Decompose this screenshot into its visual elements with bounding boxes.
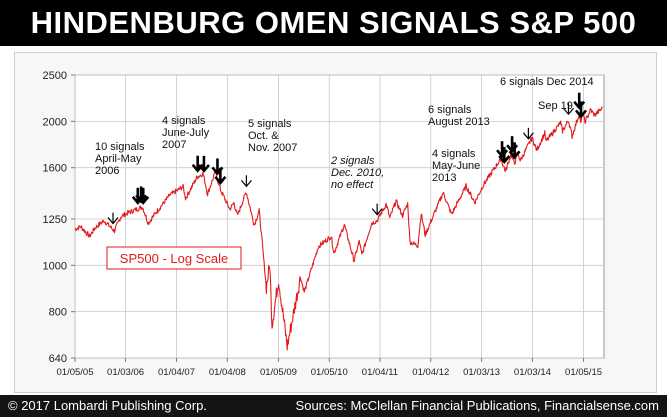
- legend-box: SP500 - Log Scale: [106, 246, 242, 270]
- annotation-text: Sep 19: [538, 100, 573, 112]
- signal-arrow-head: [371, 208, 383, 216]
- legend: SP500 - Log Scale: [106, 246, 242, 270]
- chart-title: HINDENBURG OMEN SIGNALS S&P 500: [30, 5, 637, 40]
- signal-arrow: [371, 203, 383, 216]
- signal-arrow-head: [563, 107, 574, 116]
- y-tick-label: 1250: [43, 214, 67, 226]
- signal-arrow: [240, 175, 252, 188]
- annotation-text: 2013: [432, 172, 456, 184]
- signal-arrow-head: [575, 109, 588, 119]
- plot-area: [74, 106, 603, 351]
- annotation: Sep 19: [538, 100, 573, 112]
- legend-frame: [106, 246, 242, 270]
- signal-arrow-head: [573, 100, 586, 110]
- annotation-text: August 2013: [428, 116, 490, 128]
- annotation-text: 4 signals: [162, 115, 206, 127]
- annotation-text: Nov. 2007: [248, 142, 297, 154]
- annotation-text: May-June: [432, 160, 480, 172]
- signal-arrow: [107, 212, 119, 225]
- y-tick-label: 1600: [43, 163, 67, 175]
- signal-arrow-head: [522, 132, 534, 140]
- annotation-text: Dec. 2010,: [331, 167, 384, 179]
- annotation-text: 2006: [95, 165, 119, 177]
- signal-arrow-head: [214, 175, 227, 185]
- annotation-text: April-May: [95, 153, 142, 165]
- x-tick-label: 01/04/07: [158, 367, 195, 378]
- annotation-text: no effect: [331, 179, 374, 191]
- annotation-text: Oct. &: [248, 130, 279, 142]
- annotation-text: 6 signals Dec 2014: [500, 76, 594, 88]
- x-tick-label: 01/04/11: [362, 367, 398, 378]
- grid: [74, 74, 605, 359]
- signal-arrow-head: [240, 179, 252, 188]
- signal-arrows: [107, 92, 588, 225]
- x-tick-label: 01/04/08: [209, 367, 246, 378]
- plot-frame: [74, 74, 605, 359]
- sources-text: Sources: McClellan Financial Publication…: [295, 398, 659, 413]
- signal-arrow: [498, 146, 511, 164]
- signal-arrow-head: [107, 217, 119, 225]
- x-tick-label: 01/03/14: [514, 367, 551, 378]
- signal-arrow-head: [137, 196, 150, 205]
- signal-arrow: [573, 92, 586, 110]
- signal-arrow: [522, 127, 534, 140]
- x-tick-label: 01/03/13: [463, 367, 500, 378]
- y-tick-label: 800: [49, 307, 67, 319]
- signal-arrow: [575, 101, 588, 119]
- signal-arrow: [197, 155, 210, 173]
- legend-label: SP500 - Log Scale: [120, 251, 228, 266]
- annotation-text: 10 signals: [95, 141, 145, 153]
- signal-arrow-head: [508, 150, 521, 160]
- signal-arrow: [563, 103, 574, 116]
- x-tick-label: 01/05/09: [260, 367, 297, 378]
- x-tick-label: 01/04/12: [412, 367, 449, 378]
- x-tick-label: 01/05/05: [57, 367, 94, 378]
- annotation-text: 5 signals: [248, 118, 292, 130]
- annotation-text: 2007: [162, 139, 186, 151]
- annotation-text: 4 signals: [432, 148, 476, 160]
- annotation: 6 signals Dec 2014: [500, 76, 594, 88]
- signal-arrow: [214, 167, 227, 185]
- y-tick-label: 2500: [43, 70, 67, 82]
- copyright-text: © 2017 Lombardi Publishing Corp.: [8, 398, 207, 413]
- footer: © 2017 Lombardi Publishing Corp. Sources…: [0, 395, 667, 417]
- x-tick-label: 01/05/10: [311, 367, 348, 378]
- y-tick-label: 1000: [43, 260, 67, 272]
- signal-arrow: [137, 187, 150, 205]
- x-tick-label: 01/05/15: [565, 367, 602, 378]
- annotation-text: 2 signals: [330, 155, 375, 167]
- y-tick-label: 640: [49, 353, 67, 365]
- signal-arrow: [508, 142, 521, 160]
- signal-arrow-head: [197, 164, 210, 173]
- x-tick-label: 01/03/06: [107, 367, 144, 378]
- y-tick-label: 2000: [43, 116, 67, 128]
- signal-arrow-head: [498, 155, 511, 164]
- annotation-text: June-July: [162, 127, 210, 139]
- title-bar: HINDENBURG OMEN SIGNALS S&P 500: [0, 0, 667, 46]
- x-axis-ticks: 01/05/05 01/03/06 01/04/07 01/04/08 01/05/09…: [57, 358, 602, 378]
- annotation-text: 6 signals: [428, 104, 472, 116]
- y-axis-ticks: 640 800 1000 1250 1600 2000 2500: [43, 70, 75, 365]
- sp500-line-series: [74, 106, 603, 351]
